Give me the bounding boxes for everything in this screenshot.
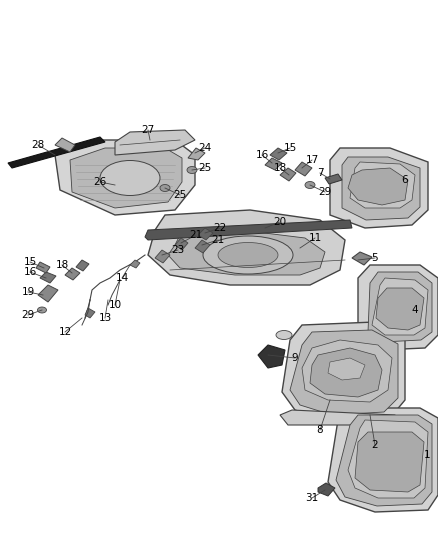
Text: 11: 11: [308, 233, 321, 243]
Polygon shape: [376, 288, 424, 330]
Polygon shape: [76, 260, 89, 271]
Text: 8: 8: [317, 425, 323, 435]
Polygon shape: [328, 358, 365, 380]
Text: 17: 17: [305, 155, 318, 165]
Text: 26: 26: [93, 177, 106, 187]
Text: 20: 20: [273, 217, 286, 227]
Text: 9: 9: [292, 353, 298, 363]
Ellipse shape: [38, 307, 46, 313]
Text: 22: 22: [213, 223, 226, 233]
Polygon shape: [145, 220, 352, 240]
Text: 18: 18: [55, 260, 69, 270]
Polygon shape: [355, 432, 424, 492]
Polygon shape: [328, 408, 438, 512]
Polygon shape: [70, 148, 182, 208]
Polygon shape: [175, 238, 188, 250]
Polygon shape: [38, 285, 58, 302]
Polygon shape: [358, 265, 438, 350]
Text: 12: 12: [58, 327, 72, 337]
Polygon shape: [280, 410, 400, 425]
Polygon shape: [348, 168, 408, 205]
Text: 29: 29: [318, 187, 332, 197]
Text: 27: 27: [141, 125, 155, 135]
Text: 16: 16: [255, 150, 268, 160]
Text: 1: 1: [424, 450, 430, 460]
Polygon shape: [295, 162, 312, 176]
Polygon shape: [40, 272, 56, 283]
Text: 10: 10: [109, 300, 122, 310]
Polygon shape: [55, 138, 75, 152]
Polygon shape: [270, 148, 287, 160]
Polygon shape: [325, 174, 342, 184]
Ellipse shape: [276, 330, 292, 340]
Polygon shape: [130, 260, 140, 268]
Polygon shape: [55, 140, 195, 215]
Ellipse shape: [203, 236, 293, 274]
Text: 13: 13: [99, 313, 112, 323]
Polygon shape: [85, 308, 95, 318]
Polygon shape: [265, 158, 282, 170]
Text: 28: 28: [32, 140, 45, 150]
Polygon shape: [148, 210, 345, 285]
Text: 7: 7: [317, 168, 323, 178]
Text: 24: 24: [198, 143, 212, 153]
Text: 25: 25: [198, 163, 212, 173]
Text: 4: 4: [412, 305, 418, 315]
Text: 14: 14: [115, 273, 129, 283]
Polygon shape: [188, 148, 205, 160]
Polygon shape: [372, 278, 428, 335]
Polygon shape: [168, 230, 325, 275]
Text: 25: 25: [173, 190, 187, 200]
Polygon shape: [310, 348, 382, 397]
Text: 21: 21: [212, 235, 225, 245]
Text: 15: 15: [283, 143, 297, 153]
Text: 21: 21: [189, 230, 203, 240]
Ellipse shape: [305, 182, 315, 189]
Ellipse shape: [187, 166, 197, 174]
Text: 2: 2: [372, 440, 378, 450]
Polygon shape: [352, 252, 372, 265]
Polygon shape: [348, 420, 428, 498]
Text: 15: 15: [23, 257, 37, 267]
Polygon shape: [368, 272, 432, 342]
Text: 5: 5: [372, 253, 378, 263]
Polygon shape: [65, 268, 80, 280]
Text: 29: 29: [21, 310, 35, 320]
Text: 19: 19: [21, 287, 35, 297]
Polygon shape: [280, 168, 296, 181]
Text: 6: 6: [402, 175, 408, 185]
Ellipse shape: [218, 243, 278, 268]
Polygon shape: [318, 483, 335, 496]
Polygon shape: [350, 162, 415, 208]
Text: 23: 23: [171, 245, 185, 255]
Polygon shape: [155, 250, 170, 263]
Polygon shape: [195, 240, 210, 253]
Polygon shape: [282, 322, 405, 422]
Polygon shape: [198, 228, 213, 240]
Text: 18: 18: [273, 163, 286, 173]
Polygon shape: [36, 262, 50, 273]
Ellipse shape: [160, 184, 170, 191]
Polygon shape: [330, 148, 428, 228]
Ellipse shape: [100, 160, 160, 196]
Polygon shape: [342, 157, 420, 220]
Text: 16: 16: [23, 267, 37, 277]
Text: 31: 31: [305, 493, 318, 503]
Polygon shape: [290, 330, 398, 415]
Polygon shape: [8, 137, 105, 168]
Polygon shape: [336, 415, 432, 506]
Polygon shape: [302, 340, 392, 402]
Polygon shape: [258, 345, 285, 368]
Polygon shape: [115, 130, 195, 155]
